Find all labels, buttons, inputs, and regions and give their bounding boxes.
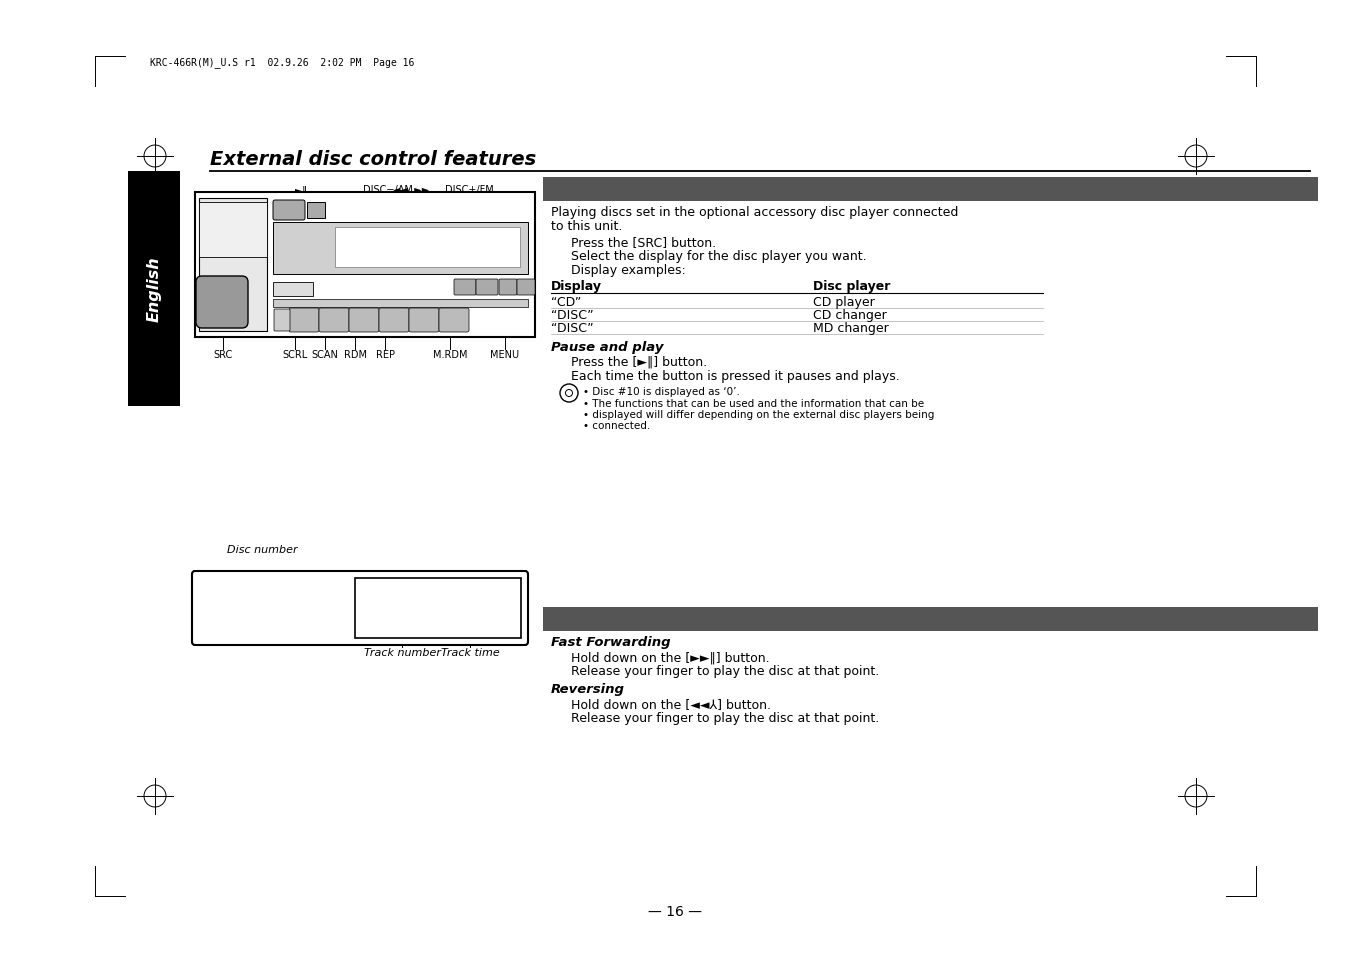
Text: • Disc #10 is displayed as ‘0’.: • Disc #10 is displayed as ‘0’. <box>584 387 740 396</box>
Text: Fast Forwarding and Reversing: Fast Forwarding and Reversing <box>551 608 809 623</box>
Text: Press the [SRC] button.: Press the [SRC] button. <box>571 235 716 249</box>
Text: DISC−/AM: DISC−/AM <box>363 185 413 194</box>
Text: External disc control features: External disc control features <box>209 150 536 169</box>
Text: SCAN: SCAN <box>312 350 339 359</box>
Text: ⊙⦿⦿: ⊙⦿⦿ <box>299 605 322 616</box>
Text: ,: , <box>213 605 226 624</box>
Text: Select the display for the disc player you want.: Select the display for the disc player y… <box>571 250 866 263</box>
Text: Press the [►‖] button.: Press the [►‖] button. <box>571 355 707 369</box>
Bar <box>543 178 1319 202</box>
FancyBboxPatch shape <box>439 309 469 333</box>
Text: CD player: CD player <box>813 295 874 309</box>
Text: 2: 2 <box>332 312 336 317</box>
Text: ATT: ATT <box>277 312 286 316</box>
Text: REP: REP <box>376 350 394 359</box>
Text: ◄◄: ◄◄ <box>504 282 512 287</box>
Text: ⁄: ⁄ <box>223 597 238 620</box>
Text: ..: .. <box>363 605 382 623</box>
Text: KRC-466R(M)_U.S r1  02.9.26  2:02 PM  Page 16: KRC-466R(M)_U.S r1 02.9.26 2:02 PM Page … <box>150 57 415 68</box>
Text: English: English <box>146 256 162 321</box>
FancyBboxPatch shape <box>380 309 409 333</box>
Bar <box>273 299 528 308</box>
FancyBboxPatch shape <box>319 309 349 333</box>
Text: KENWOOD: KENWOOD <box>313 234 370 245</box>
Text: 4: 4 <box>392 312 396 317</box>
FancyBboxPatch shape <box>454 280 476 295</box>
Bar <box>273 283 313 296</box>
Text: Fast Forwarding: Fast Forwarding <box>551 636 670 648</box>
Text: Disc number: Disc number <box>227 544 297 555</box>
Text: Track time: Track time <box>440 647 500 658</box>
Bar <box>199 199 267 332</box>
Text: Release your finger to play the disc at that point.: Release your finger to play the disc at … <box>571 711 880 724</box>
Text: SRC: SRC <box>215 299 230 306</box>
Bar <box>307 203 326 219</box>
FancyBboxPatch shape <box>192 572 528 645</box>
Text: 1: 1 <box>353 598 367 622</box>
Text: Release your finger to play the disc at that point.: Release your finger to play the disc at … <box>571 664 880 678</box>
Text: 1: 1 <box>301 312 307 317</box>
Bar <box>195 193 535 337</box>
Text: to this unit.: to this unit. <box>551 220 623 233</box>
Text: 3: 3 <box>362 312 366 317</box>
Bar <box>273 223 528 274</box>
Text: SRC: SRC <box>213 350 232 359</box>
Text: • connected.: • connected. <box>584 420 650 431</box>
Text: Hold down on the [►►‖] button.: Hold down on the [►►‖] button. <box>571 650 770 663</box>
Text: ,: , <box>235 605 247 624</box>
FancyBboxPatch shape <box>517 280 535 295</box>
Text: Hold down on the [◄◄⅄] button.: Hold down on the [◄◄⅄] button. <box>571 698 771 710</box>
FancyBboxPatch shape <box>196 276 249 329</box>
FancyBboxPatch shape <box>409 309 439 333</box>
FancyBboxPatch shape <box>499 280 517 295</box>
Text: SCRL: SCRL <box>282 350 308 359</box>
Text: MENU: MENU <box>490 350 520 359</box>
Text: ⁄: ⁄ <box>201 597 216 620</box>
FancyBboxPatch shape <box>274 310 290 332</box>
Text: AM: AM <box>461 282 469 287</box>
Text: Playing External Disc: Playing External Disc <box>551 179 725 193</box>
Text: • The functions that can be used and the information that can be: • The functions that can be used and the… <box>584 398 924 409</box>
Text: 5: 5 <box>422 312 426 317</box>
Text: CD changer: CD changer <box>813 309 886 322</box>
Text: “DISC”: “DISC” <box>551 322 593 335</box>
Bar <box>335 228 520 268</box>
Text: 03: 03 <box>384 596 420 625</box>
Text: ►‖: ►‖ <box>295 185 308 195</box>
Text: “CD”: “CD” <box>551 295 581 309</box>
Text: Reversing: Reversing <box>551 682 626 696</box>
Text: ⏏: ⏏ <box>312 204 320 213</box>
Text: Display examples:: Display examples: <box>571 264 686 276</box>
Text: Pause and play: Pause and play <box>551 340 663 354</box>
Text: FM: FM <box>484 282 490 287</box>
Bar <box>199 203 267 257</box>
Text: RDM: RDM <box>343 350 366 359</box>
Bar <box>128 172 180 407</box>
Text: — 16 —: — 16 — <box>648 904 703 918</box>
FancyBboxPatch shape <box>273 201 305 221</box>
FancyBboxPatch shape <box>289 309 319 333</box>
Text: Playing discs set in the optional accessory disc player connected: Playing discs set in the optional access… <box>551 206 958 219</box>
Text: Disc player: Disc player <box>813 280 890 293</box>
Text: ◄◄  ►►: ◄◄ ►► <box>393 185 430 194</box>
Bar <box>355 578 521 639</box>
Text: “DISC”: “DISC” <box>551 309 593 322</box>
Text: :: : <box>416 596 434 625</box>
Text: Display: Display <box>551 280 603 293</box>
Text: Track number: Track number <box>363 647 440 658</box>
Text: • displayed will differ depending on the external disc players being: • displayed will differ depending on the… <box>584 410 935 419</box>
FancyBboxPatch shape <box>476 280 499 295</box>
Text: Each time the button is pressed it pauses and plays.: Each time the button is pressed it pause… <box>571 370 900 382</box>
Text: MD changer: MD changer <box>813 322 889 335</box>
Text: 1:23: 1:23 <box>436 597 504 624</box>
FancyBboxPatch shape <box>349 309 380 333</box>
Text: DISC+/FM: DISC+/FM <box>444 185 493 194</box>
Text: ►‖: ►‖ <box>284 204 295 213</box>
Text: ►►: ►► <box>521 282 530 287</box>
Text: 5: 5 <box>266 596 284 625</box>
Text: M.RDM: M.RDM <box>432 350 467 359</box>
Bar <box>543 607 1319 631</box>
Text: 6: 6 <box>451 312 457 317</box>
